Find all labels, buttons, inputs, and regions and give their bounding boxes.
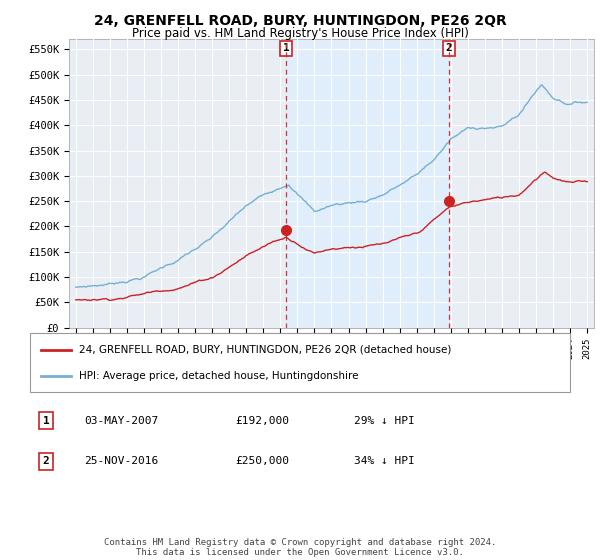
Text: 24, GRENFELL ROAD, BURY, HUNTINGDON, PE26 2QR: 24, GRENFELL ROAD, BURY, HUNTINGDON, PE2…	[94, 14, 506, 28]
Text: 25-NOV-2016: 25-NOV-2016	[84, 456, 158, 466]
Text: Price paid vs. HM Land Registry's House Price Index (HPI): Price paid vs. HM Land Registry's House …	[131, 27, 469, 40]
Text: 2: 2	[446, 43, 452, 53]
Text: Contains HM Land Registry data © Crown copyright and database right 2024.
This d: Contains HM Land Registry data © Crown c…	[104, 538, 496, 557]
FancyBboxPatch shape	[30, 333, 570, 392]
Text: 2: 2	[43, 456, 50, 466]
Text: 29% ↓ HPI: 29% ↓ HPI	[354, 416, 415, 426]
Text: 03-MAY-2007: 03-MAY-2007	[84, 416, 158, 426]
Text: 1: 1	[43, 416, 50, 426]
Text: 1: 1	[283, 43, 289, 53]
Text: £250,000: £250,000	[235, 456, 289, 466]
Text: £192,000: £192,000	[235, 416, 289, 426]
Text: HPI: Average price, detached house, Huntingdonshire: HPI: Average price, detached house, Hunt…	[79, 371, 358, 381]
Text: 24, GRENFELL ROAD, BURY, HUNTINGDON, PE26 2QR (detached house): 24, GRENFELL ROAD, BURY, HUNTINGDON, PE2…	[79, 344, 451, 354]
Text: 34% ↓ HPI: 34% ↓ HPI	[354, 456, 415, 466]
